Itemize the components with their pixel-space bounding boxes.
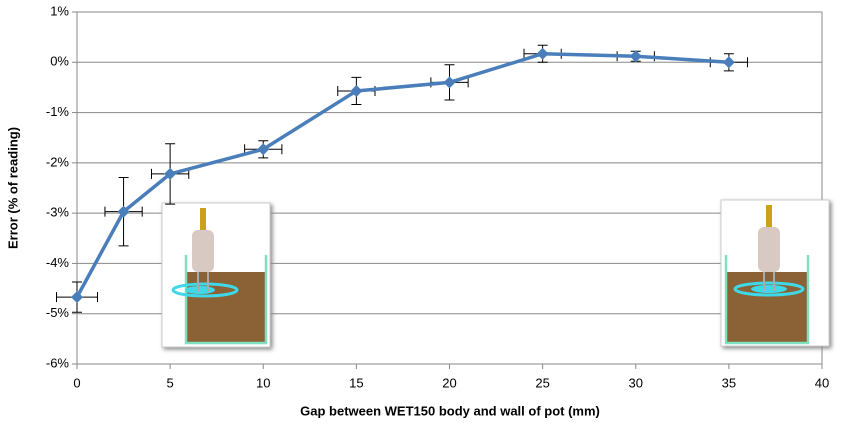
x-tick-label: 35 [722,375,736,390]
y-tick-label: -2% [46,154,70,169]
y-tick-label: -3% [46,205,70,220]
y-tick-label: -5% [46,305,70,320]
data-point [630,50,642,62]
inset-image [721,200,829,346]
x-axis-title: Gap between WET150 body and wall of pot … [300,403,600,418]
y-tick-label: 1% [50,3,69,18]
data-point [444,76,456,88]
x-tick-label: 40 [815,375,829,390]
page: {"chart_data": { "type": "line", "xlabel… [0,0,843,435]
x-tick-label: 15 [349,375,363,390]
inset-image [162,203,270,347]
y-tick-label: -1% [46,104,70,119]
data-point [723,56,735,68]
x-tick-label: 0 [73,375,80,390]
y-axis-title: Error (% of reading) [5,127,20,249]
y-tick-label: -4% [46,255,70,270]
y-tick-label: -6% [46,355,70,370]
x-tick-label: 5 [167,375,174,390]
x-tick-label: 25 [535,375,549,390]
x-tick-label: 10 [256,375,270,390]
y-tick-label: 0% [50,54,69,69]
chart: -6% -5% -4% -3% -2% -1% 0% 1% 0 5 10 15 20 25 30 35 40 G… [0,0,843,430]
x-tick-label: 30 [629,375,643,390]
x-tick-label: 20 [442,375,456,390]
data-point [537,48,549,60]
